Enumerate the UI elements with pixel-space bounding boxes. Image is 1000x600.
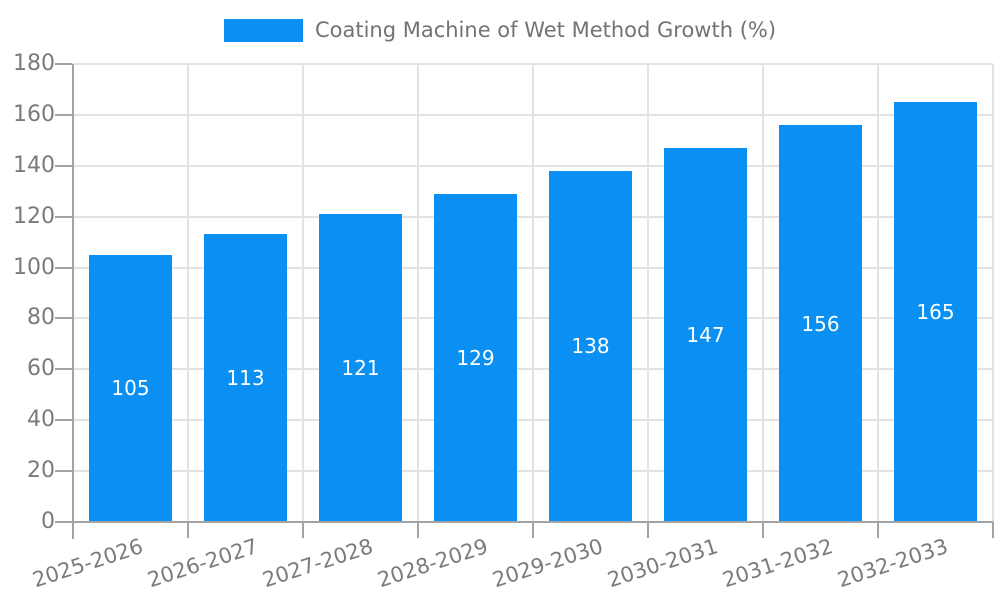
- x-tick-mark: [762, 522, 764, 538]
- bar-value-label: 113: [226, 366, 265, 391]
- x-tick-label: 2025-2026: [29, 534, 146, 593]
- legend-label: Coating Machine of Wet Method Growth (%): [314, 18, 777, 42]
- bar: 147: [664, 147, 747, 522]
- bar: 105: [89, 254, 172, 522]
- legend-item[interactable]: Coating Machine of Wet Method Growth (%): [223, 18, 777, 42]
- y-tick-mark: [55, 317, 72, 320]
- bar: 165: [894, 102, 977, 522]
- x-tick-label: 2031-2032: [719, 534, 836, 593]
- x-tick-mark: [992, 522, 994, 538]
- x-tick-mark: [302, 522, 304, 538]
- gridline-vertical: [187, 64, 189, 522]
- chart-legend: Coating Machine of Wet Method Growth (%): [0, 18, 1000, 42]
- y-tick-label: 120: [13, 203, 55, 229]
- bar-value-label: 165: [916, 300, 955, 325]
- y-tick-label: 80: [27, 305, 55, 331]
- x-tick-label: 2026-2027: [144, 534, 261, 593]
- bar-value-label: 129: [456, 345, 495, 370]
- bar-value-label: 121: [341, 356, 380, 381]
- bar-value-label: 105: [111, 376, 150, 401]
- bar: 156: [779, 125, 862, 522]
- y-tick-label: 140: [13, 152, 55, 178]
- bar: 138: [549, 170, 632, 522]
- y-tick-mark: [55, 521, 72, 523]
- x-tick-label: 2029-2030: [489, 534, 606, 593]
- y-tick-mark: [55, 63, 72, 65]
- gridline-vertical: [992, 64, 994, 522]
- gridline-vertical: [417, 64, 419, 522]
- x-tick-mark: [532, 522, 534, 538]
- y-tick-label: 20: [27, 458, 55, 484]
- y-tick-mark: [55, 419, 72, 422]
- bar-value-label: 156: [801, 311, 840, 336]
- x-tick-mark: [647, 522, 649, 538]
- y-tick-mark: [55, 470, 72, 473]
- plot-area: 0 20 40 60 80 100 120 140 160 180 105 113 121 129 138…: [13, 52, 994, 592]
- y-tick-label: 0: [41, 509, 55, 534]
- gridline-vertical: [877, 64, 879, 522]
- x-tick-label: 2030-2031: [604, 534, 721, 593]
- y-tick-label: 40: [27, 407, 55, 433]
- y-tick-mark: [55, 215, 72, 218]
- x-tick-label: 2028-2029: [374, 534, 491, 593]
- y-tick-label: 160: [13, 101, 55, 127]
- x-tick-mark: [877, 522, 879, 538]
- y-axis-line: [72, 64, 74, 539]
- bar-value-label: 138: [571, 334, 610, 359]
- legend-color-swatch: [223, 18, 303, 42]
- bar: 121: [319, 214, 402, 522]
- y-tick-label: 60: [27, 356, 55, 382]
- y-tick-mark: [55, 164, 72, 167]
- y-tick-label: 180: [13, 51, 55, 76]
- y-tick-mark: [55, 113, 72, 116]
- gridline-vertical: [302, 64, 304, 522]
- bar: 129: [434, 193, 517, 522]
- y-tick-mark: [55, 266, 72, 269]
- x-tick-mark: [187, 522, 189, 538]
- y-tick-label: 100: [13, 254, 55, 280]
- gridline-vertical: [647, 64, 649, 522]
- gridline-vertical: [762, 64, 764, 522]
- y-axis-labels: 0 20 40 60 80 100 120 140 160 180: [0, 52, 55, 534]
- bar-value-label: 147: [686, 322, 725, 347]
- x-tick-label: 2032-2033: [834, 534, 951, 593]
- bar: 113: [204, 234, 287, 522]
- x-tick-mark: [417, 522, 419, 538]
- y-tick-mark: [55, 368, 72, 371]
- x-tick-label: 2027-2028: [259, 534, 376, 593]
- gridline-vertical: [532, 64, 534, 522]
